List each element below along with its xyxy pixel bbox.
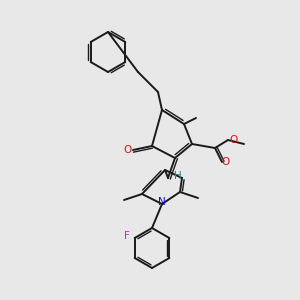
Text: N: N <box>158 197 166 207</box>
Text: O: O <box>229 135 237 145</box>
Text: O: O <box>123 145 131 155</box>
Text: O: O <box>222 157 230 167</box>
Text: F: F <box>124 231 130 241</box>
Text: H: H <box>174 171 182 181</box>
